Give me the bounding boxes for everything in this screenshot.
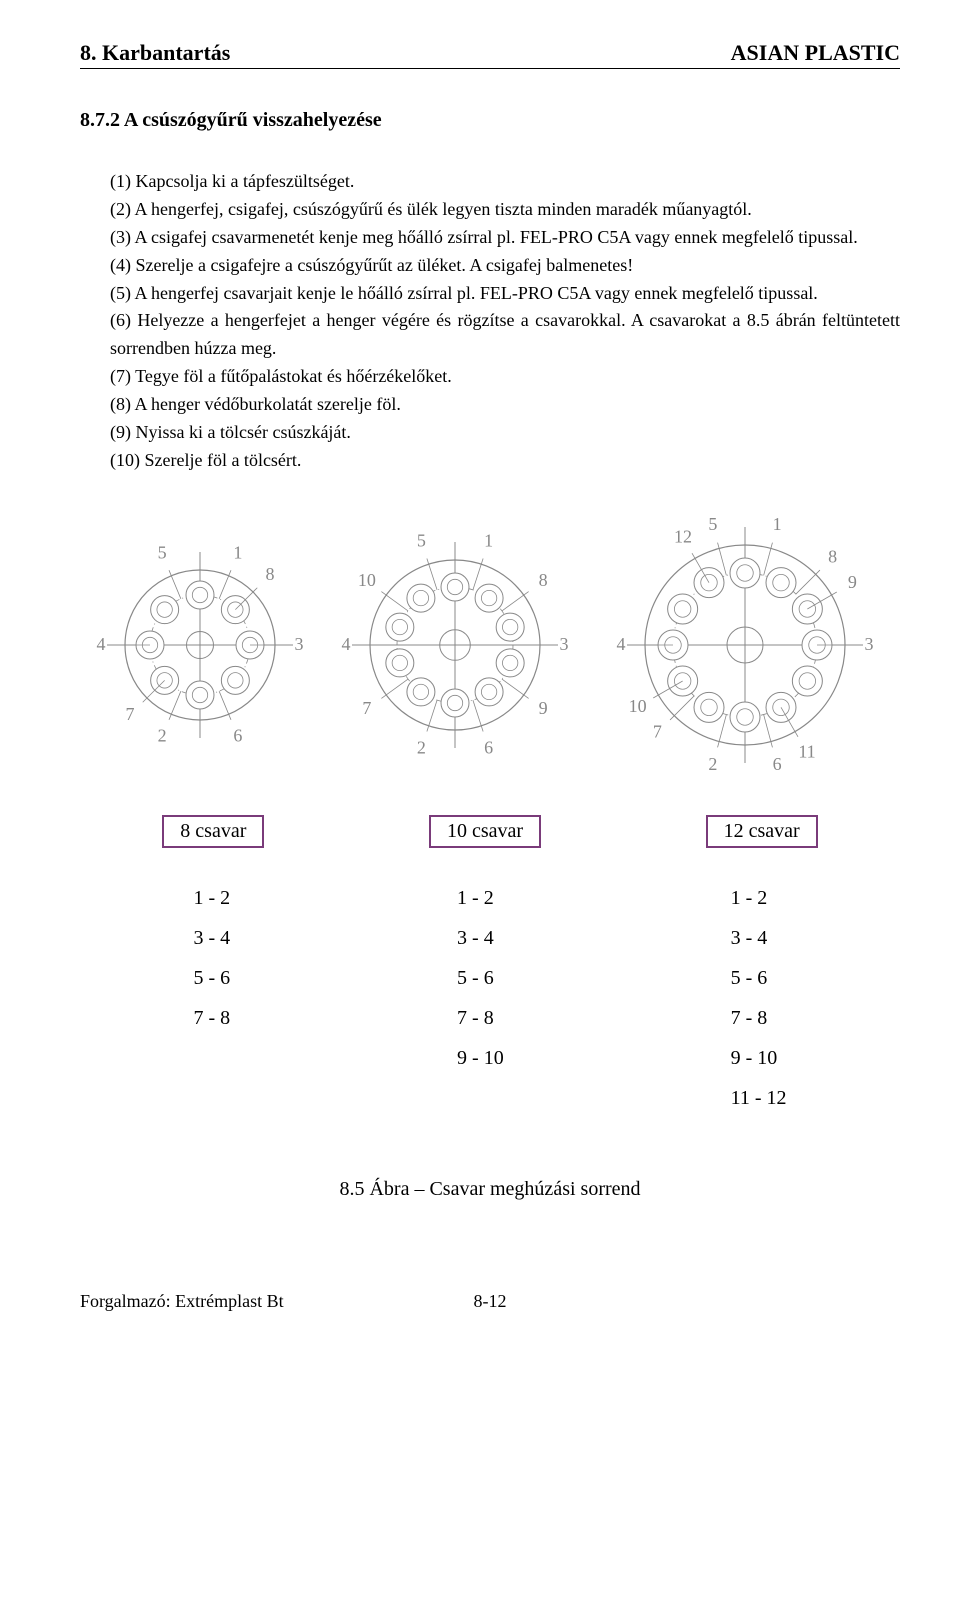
step-item: (1) Kapcsolja ki a tápfeszültséget. — [110, 168, 900, 196]
svg-text:3: 3 — [560, 634, 569, 654]
svg-text:2: 2 — [708, 754, 717, 774]
seq-row: 7 - 8 — [193, 998, 230, 1038]
step-item: (4) Szerelje a csigafejre a csúszógyűrűt… — [110, 252, 900, 280]
seq-row: 3 - 4 — [731, 918, 787, 958]
seq-row: 9 - 10 — [457, 1038, 504, 1078]
seq-row: 9 - 10 — [731, 1038, 787, 1078]
seq-row: 3 - 4 — [457, 918, 504, 958]
svg-text:8: 8 — [828, 546, 837, 566]
svg-text:8: 8 — [266, 564, 275, 584]
svg-text:1: 1 — [773, 514, 782, 534]
seq-row: 3 - 4 — [193, 918, 230, 958]
seq-row: 7 - 8 — [731, 998, 787, 1038]
figure-caption: 8.5 Ábra – Csavar meghúzási sorrend — [80, 1178, 900, 1201]
step-item: (2) A hengerfej, csigafej, csúszógyűrű é… — [110, 196, 900, 224]
svg-text:5: 5 — [417, 530, 426, 550]
label-boxes-row: 8 csavar 10 csavar 12 csavar — [80, 815, 900, 848]
step-item: (6) Helyezze a hengerfejet a henger végé… — [110, 307, 900, 363]
svg-text:9: 9 — [848, 572, 857, 592]
footer-left: Forgalmazó: Extrémplast Bt — [80, 1291, 284, 1312]
seq-row: 1 - 2 — [457, 878, 504, 918]
seq-row: 1 - 2 — [193, 878, 230, 918]
seq-row: 11 - 12 — [731, 1078, 787, 1118]
seq-row: 7 - 8 — [457, 998, 504, 1038]
label-box: 12 csavar — [706, 815, 818, 848]
header-left: 8. Karbantartás — [80, 40, 230, 66]
svg-text:4: 4 — [97, 634, 106, 654]
svg-text:12: 12 — [674, 526, 692, 546]
footer-page: 8-12 — [474, 1291, 507, 1312]
header-right: ASIAN PLASTIC — [731, 40, 900, 66]
step-item: (9) Nyissa ki a tölcsér csúszkáját. — [110, 419, 900, 447]
step-item: (7) Tegye föl a fűtőpalástokat és hőérzé… — [110, 363, 900, 391]
svg-text:4: 4 — [617, 634, 626, 654]
bolt-diagram-10: 1 2 3 4 5 6 7 8 9 10 — [325, 525, 585, 765]
bolt-diagram-12: 123456789101112 — [595, 505, 895, 785]
step-item: (3) A csigafej csavarmenetét kenje meg h… — [110, 224, 900, 252]
bolt-diagram-8: 1 2 3 4 5 6 7 8 — [85, 535, 315, 755]
seq-row: 5 - 6 — [731, 958, 787, 998]
svg-text:6: 6 — [484, 737, 493, 757]
svg-text:6: 6 — [233, 725, 242, 745]
svg-text:8: 8 — [539, 570, 548, 590]
step-item: (8) A henger védőburkolatát szerelje föl… — [110, 391, 900, 419]
step-item: (10) Szerelje föl a tölcsért. — [110, 447, 900, 475]
svg-text:3: 3 — [295, 634, 304, 654]
seq-row: 1 - 2 — [731, 878, 787, 918]
svg-text:9: 9 — [539, 698, 548, 718]
page-footer: Forgalmazó: Extrémplast Bt 8-12 — [80, 1291, 900, 1312]
svg-text:4: 4 — [342, 634, 351, 654]
seq-row: 5 - 6 — [457, 958, 504, 998]
svg-text:5: 5 — [158, 542, 167, 562]
label-box: 8 csavar — [162, 815, 264, 848]
sequence-col-12: 1 - 2 3 - 4 5 - 6 7 - 8 9 - 10 11 - 12 — [731, 878, 787, 1118]
sequence-col-10: 1 - 2 3 - 4 5 - 6 7 - 8 9 - 10 — [457, 878, 504, 1118]
svg-text:2: 2 — [158, 725, 167, 745]
svg-text:1: 1 — [233, 542, 242, 562]
svg-text:7: 7 — [125, 704, 134, 724]
page-header: 8. Karbantartás ASIAN PLASTIC — [80, 40, 900, 69]
svg-text:7: 7 — [653, 721, 662, 741]
svg-text:6: 6 — [773, 754, 782, 774]
step-item: (5) A hengerfej csavarjait kenje le hőál… — [110, 280, 900, 308]
diagram-row: 12345678 12345678910 123456789101112 — [80, 505, 900, 785]
svg-text:3: 3 — [865, 634, 874, 654]
svg-text:5: 5 — [708, 514, 717, 534]
svg-text:10: 10 — [358, 570, 376, 590]
section-title: 8.7.2 A csúszógyűrű visszahelyezése — [80, 109, 900, 132]
svg-text:7: 7 — [362, 698, 371, 718]
sequence-col-8: 1 - 2 3 - 4 5 - 6 7 - 8 — [193, 878, 230, 1118]
svg-text:1: 1 — [484, 530, 493, 550]
label-box: 10 csavar — [429, 815, 541, 848]
svg-text:10: 10 — [629, 696, 647, 716]
svg-text:2: 2 — [417, 737, 426, 757]
steps-list: (1) Kapcsolja ki a tápfeszültséget. (2) … — [110, 168, 900, 475]
sequence-columns: 1 - 2 3 - 4 5 - 6 7 - 8 1 - 2 3 - 4 5 - … — [80, 878, 900, 1118]
seq-row: 5 - 6 — [193, 958, 230, 998]
svg-text:11: 11 — [798, 741, 815, 761]
